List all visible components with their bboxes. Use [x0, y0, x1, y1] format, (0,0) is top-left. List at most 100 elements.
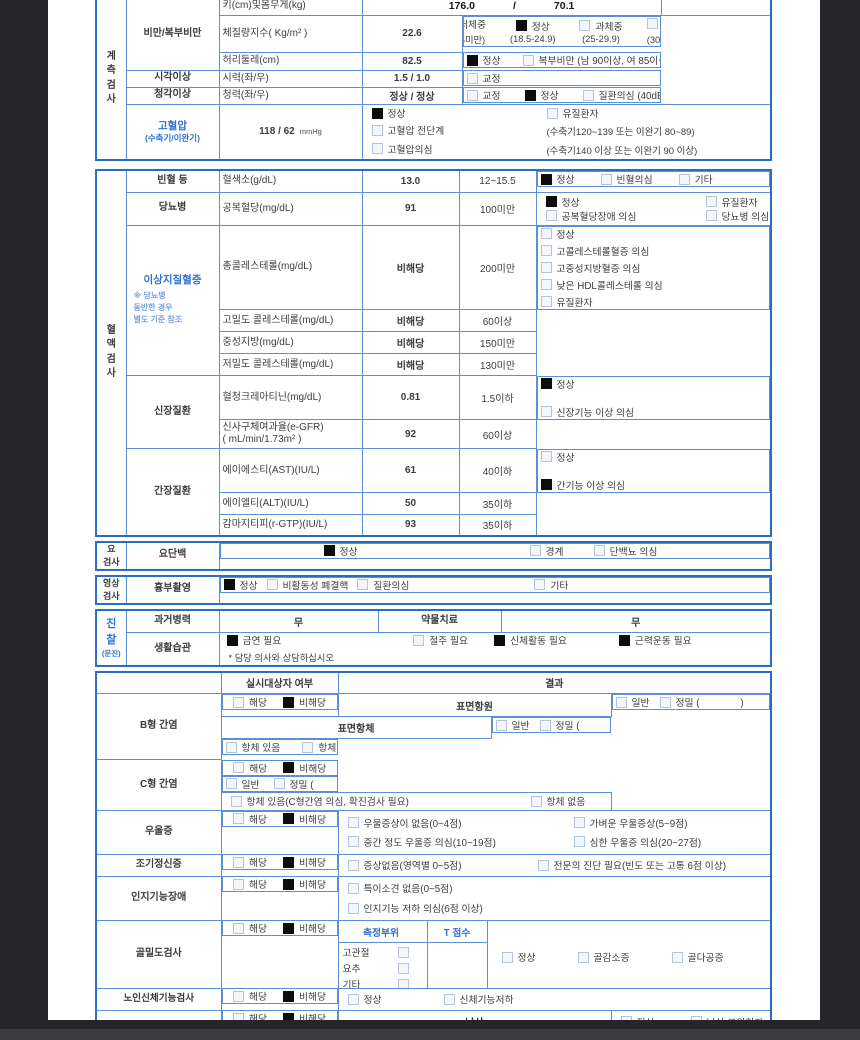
checkbox-icon[interactable] — [540, 245, 552, 256]
checkbox-icon[interactable] — [226, 634, 238, 646]
checkbox-unchecked[interactable]: 해당 — [232, 812, 267, 826]
checkbox-unchecked[interactable]: 절주 필요 — [413, 634, 468, 647]
checkbox-icon[interactable] — [225, 778, 237, 790]
checkbox-icon[interactable] — [534, 579, 546, 591]
checkbox-unchecked[interactable]: 항체 있음(C형간염 의심, 확진검사 필요) — [230, 794, 531, 808]
checkbox-icon[interactable] — [233, 762, 245, 774]
checkbox-icon[interactable] — [545, 210, 557, 221]
checkbox-unchecked[interactable]: 고혈압 전단계 — [371, 123, 444, 137]
checkbox-icon[interactable] — [524, 89, 536, 101]
checkbox-icon[interactable] — [466, 54, 478, 66]
checkbox-unchecked[interactable]: 낮은 HDL콜레스테롤 의심 — [540, 278, 767, 292]
checkbox-icon[interactable] — [347, 882, 359, 894]
checkbox-icon[interactable] — [283, 762, 295, 774]
checkbox-icon[interactable] — [266, 579, 278, 591]
checkbox-unchecked[interactable]: 정밀 ( ) — [659, 695, 744, 709]
checkbox-icon[interactable] — [540, 279, 552, 290]
checkbox-unchecked[interactable]: 인지기능 저하 의심(6점 이상) — [347, 901, 483, 915]
checkbox-unchecked[interactable]: 저체중 (18.5미만) — [463, 17, 486, 46]
checkbox-unchecked[interactable]: 고관절 — [343, 945, 409, 959]
checkbox-checked[interactable]: 정상 — [524, 88, 559, 102]
checkbox-checked[interactable]: 금연 필요 — [226, 634, 281, 647]
checkbox-unchecked[interactable]: 정밀 ( ) — [539, 718, 610, 732]
checkbox-checked[interactable]: 정상 — [371, 106, 547, 120]
checkbox-icon[interactable] — [573, 817, 585, 829]
checkbox-unchecked[interactable]: 유질환자 — [540, 295, 767, 309]
checkbox-icon[interactable] — [282, 856, 294, 868]
checkbox-icon[interactable] — [582, 89, 594, 101]
checkbox-icon[interactable] — [577, 951, 589, 963]
checkbox-icon[interactable] — [690, 1016, 702, 1020]
checkbox-checked[interactable]: 정상 — [323, 544, 358, 558]
checkbox-unchecked[interactable]: 일반 — [495, 718, 530, 732]
checkbox-icon[interactable] — [620, 1016, 632, 1020]
checkbox-icon[interactable] — [573, 836, 585, 848]
checkbox-icon[interactable] — [671, 951, 683, 963]
checkbox-unchecked[interactable]: 전문의 진단 필요(빈도 또는 고통 6점 이상) — [537, 858, 768, 872]
checkbox-icon[interactable] — [232, 696, 244, 708]
checkbox-icon[interactable] — [282, 922, 294, 934]
checkbox-unchecked[interactable]: 단백뇨 의심 — [593, 544, 657, 558]
checkbox-icon[interactable] — [678, 173, 690, 185]
checkbox-unchecked[interactable]: 해당 — [233, 761, 267, 775]
checkbox-unchecked[interactable]: 해당 — [232, 695, 267, 709]
checkbox-unchecked[interactable]: 해당 — [232, 855, 267, 869]
checkbox-icon[interactable] — [600, 173, 612, 185]
checkbox-icon[interactable] — [540, 173, 552, 185]
checkbox-checked[interactable]: 비해당 — [282, 989, 326, 1003]
checkbox-icon[interactable] — [302, 741, 314, 753]
checkbox-icon[interactable] — [413, 634, 425, 646]
checkbox-icon[interactable] — [282, 696, 294, 708]
checkbox-unchecked[interactable]: 항체 없음 — [530, 794, 608, 808]
checkbox-checked[interactable]: 비해당 — [283, 761, 326, 775]
checkbox-unchecked[interactable]: 당뇨병 의심 — [705, 209, 769, 223]
checkbox-icon[interactable] — [537, 859, 549, 871]
checkbox-unchecked[interactable]: 고콜레스테롤혈증 의심 — [540, 244, 767, 258]
checkbox-icon[interactable] — [466, 89, 478, 101]
checkbox-unchecked[interactable]: 해당 — [232, 989, 267, 1003]
checkbox-unchecked[interactable]: 항체 있음 — [225, 740, 280, 754]
checkbox-unchecked[interactable]: 교정 — [466, 71, 501, 85]
checkbox-unchecked[interactable]: 우울증상이 없음(0~4점) — [347, 816, 574, 830]
checkbox-unchecked[interactable]: 고혈압의심 — [371, 142, 433, 156]
checkbox-icon[interactable] — [232, 813, 244, 825]
checkbox-icon[interactable] — [323, 545, 335, 556]
checkbox-unchecked[interactable]: 질환의심 — [357, 578, 409, 592]
checkbox-checked[interactable]: 정상 — [466, 53, 501, 67]
checkbox-unchecked[interactable]: 항체 없음 — [302, 740, 337, 754]
checkbox-icon[interactable] — [540, 228, 552, 239]
checkbox-icon[interactable] — [530, 795, 542, 807]
checkbox-icon[interactable] — [347, 836, 359, 848]
checkbox-unchecked[interactable]: 신체기능저하 — [443, 992, 768, 1006]
checkbox-unchecked[interactable]: 정상 — [501, 950, 536, 964]
checkbox-icon[interactable] — [282, 813, 294, 825]
checkbox-unchecked[interactable]: 유질환자 — [546, 106, 768, 120]
checkbox-checked[interactable]: 비해당 — [282, 1011, 326, 1020]
checkbox-icon[interactable] — [501, 951, 513, 963]
checkbox-icon[interactable] — [371, 107, 383, 119]
checkbox-icon[interactable] — [443, 993, 455, 1005]
checkbox-unchecked[interactable]: 골다공증 — [671, 950, 724, 964]
checkbox-unchecked[interactable]: 정상 — [540, 450, 767, 464]
checkbox-icon[interactable] — [529, 545, 541, 556]
checkbox-icon[interactable] — [232, 922, 244, 934]
checkbox-unchecked[interactable]: 해당 — [232, 1011, 267, 1020]
checkbox-icon[interactable] — [347, 902, 359, 914]
checkbox-unchecked[interactable]: 비만(30이상) — [646, 17, 660, 46]
checkbox-icon[interactable] — [659, 696, 671, 708]
checkbox-unchecked[interactable]: 과체중 (25-29.9) — [579, 19, 623, 44]
checkbox-unchecked[interactable]: 심한 우울증 의심(20~27점) — [573, 835, 768, 849]
checkbox-unchecked[interactable]: 특이소견 없음(0~5점) — [347, 881, 452, 895]
checkbox-unchecked[interactable]: 해당 — [232, 877, 267, 891]
checkbox-icon[interactable] — [397, 978, 409, 988]
checkbox-unchecked[interactable]: 교정 — [466, 88, 501, 102]
checkbox-checked[interactable]: 비해당 — [282, 695, 326, 709]
checkbox-icon[interactable] — [282, 990, 294, 1002]
checkbox-icon[interactable] — [522, 54, 534, 66]
checkbox-unchecked[interactable]: 기타 — [343, 977, 409, 988]
checkbox-unchecked[interactable]: 증상없음(영역별 0~5점) — [347, 858, 538, 872]
checkbox-icon[interactable] — [282, 1012, 294, 1020]
checkbox-icon[interactable] — [397, 962, 409, 974]
checkbox-icon[interactable] — [515, 20, 527, 31]
checkbox-unchecked[interactable]: 기타 — [678, 172, 713, 186]
